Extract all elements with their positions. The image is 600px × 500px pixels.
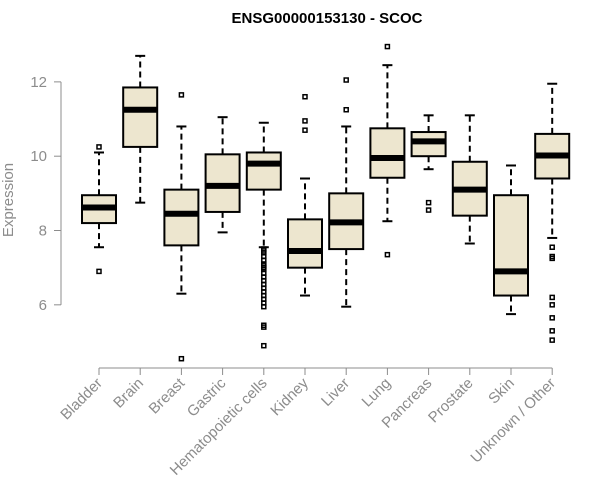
outlier-point [302,118,308,124]
y-tick-label: 6 [39,297,47,314]
outlier-point [549,255,555,262]
outlier-point [302,93,308,100]
outlier-point [261,324,267,330]
outlier-point [96,268,102,275]
box [287,218,323,269]
outlier-point [549,315,555,321]
x-tick-label: Kidney [267,374,312,419]
y-tick-label: 12 [30,74,47,91]
x-tick-label: Skin [485,375,518,408]
box-group [122,54,159,204]
x-tick-label: Brain [110,375,147,412]
outlier-point [96,144,102,150]
box [163,188,200,247]
box [122,86,159,148]
outlier-point [549,302,555,308]
outlier-point [549,337,555,343]
y-tick-label: 8 [39,223,47,240]
y-tick-label: 10 [30,148,47,165]
box-group [163,92,200,362]
box [245,151,282,191]
y-axis: 6 8 10 12 [30,74,62,314]
box-group [534,82,571,343]
plot-area [81,43,571,362]
chart-title: ENSG00000153130 - SCOC [232,10,423,27]
outlier-point [425,207,432,213]
outlier-point [261,303,267,310]
y-axis-label: Expression [0,163,17,237]
outlier-point [425,199,432,206]
outlier-point [343,77,349,83]
x-tick-label: Breast [146,374,189,417]
outlier-point [549,244,555,250]
box-group [493,164,529,316]
x-tick-label: Liver [318,375,353,410]
outlier-point [549,294,555,301]
box-group [410,114,447,213]
box-group [245,121,282,349]
box [369,127,406,179]
box [493,194,529,297]
box-group [81,144,117,275]
outlier-point [178,355,185,362]
outlier-point [178,92,185,98]
box-group [204,116,241,234]
x-tick-label: Prostate [425,375,477,427]
outlier-point [302,127,308,133]
x-tick-label: Bladder [57,375,106,424]
outlier-point [384,43,391,50]
outlier-point [384,251,391,258]
box-group [369,43,406,258]
box-group [328,77,365,308]
box-group [451,114,488,245]
outlier-point [261,342,267,349]
x-tick-label: Lung [359,375,395,411]
outlier-point [549,328,555,334]
outlier-point [343,106,349,113]
box-group [287,93,323,297]
